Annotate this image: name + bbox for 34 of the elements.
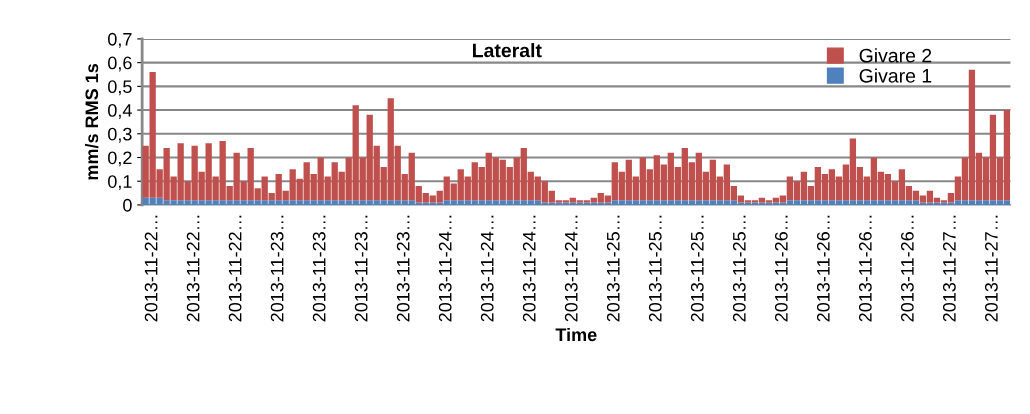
x-tick-label: 2013-11-22… — [228, 215, 242, 322]
x-tick-label: 2013-11-24… — [438, 215, 452, 322]
x-tick-label: 2013-11-25… — [648, 215, 662, 322]
x-tick-label: 2013-11-26… — [900, 215, 914, 322]
y-tick-label: 0,7 — [108, 32, 132, 48]
x-tick-label: 2013-11-26… — [858, 215, 872, 322]
y-tick-label: 0,1 — [108, 175, 132, 191]
x-tick-label: 2013-11-24… — [480, 215, 494, 322]
x-tick-label: 2013-11-24… — [522, 215, 536, 322]
x-tick-label: 2013-11-23… — [312, 215, 326, 322]
x-tick-label: 2013-11-22… — [144, 215, 158, 322]
y-axis-title: mm/s RMS 1s — [84, 63, 99, 180]
x-tick-label: 2013-11-25… — [606, 215, 620, 322]
y-tick-label: 0,6 — [108, 56, 132, 72]
x-tick-label: 2013-11-25… — [732, 215, 746, 322]
x-tick-label: 2013-11-24… — [564, 215, 578, 322]
x-tick-label: 2013-11-23… — [396, 215, 410, 322]
y-tick-label: 0,3 — [108, 127, 132, 143]
y-tick-label: 0,4 — [108, 104, 132, 119]
legend-label: Givare 1 — [859, 68, 932, 83]
x-tick-label: 2013-11-27… — [942, 215, 956, 322]
x-tick-label: 2013-11-26… — [774, 215, 788, 322]
x-tick-label: 2013-11-26… — [816, 215, 830, 322]
y-tick-label: 0 — [123, 198, 132, 212]
x-axis-title: Time — [555, 327, 597, 342]
x-tick-label: 2013-11-22… — [186, 215, 200, 322]
chart-title: Lateralt — [473, 43, 542, 58]
x-tick-label: 2013-11-23… — [270, 215, 284, 322]
y-tick-label: 0,5 — [108, 80, 132, 96]
x-tick-label: 2013-11-23… — [354, 215, 368, 322]
x-tick-label: 2013-11-27… — [984, 215, 998, 322]
legend-label: Givare 2 — [859, 48, 932, 63]
y-tick-label: 0,2 — [108, 151, 132, 167]
x-tick-label: 2013-11-25… — [690, 215, 704, 322]
